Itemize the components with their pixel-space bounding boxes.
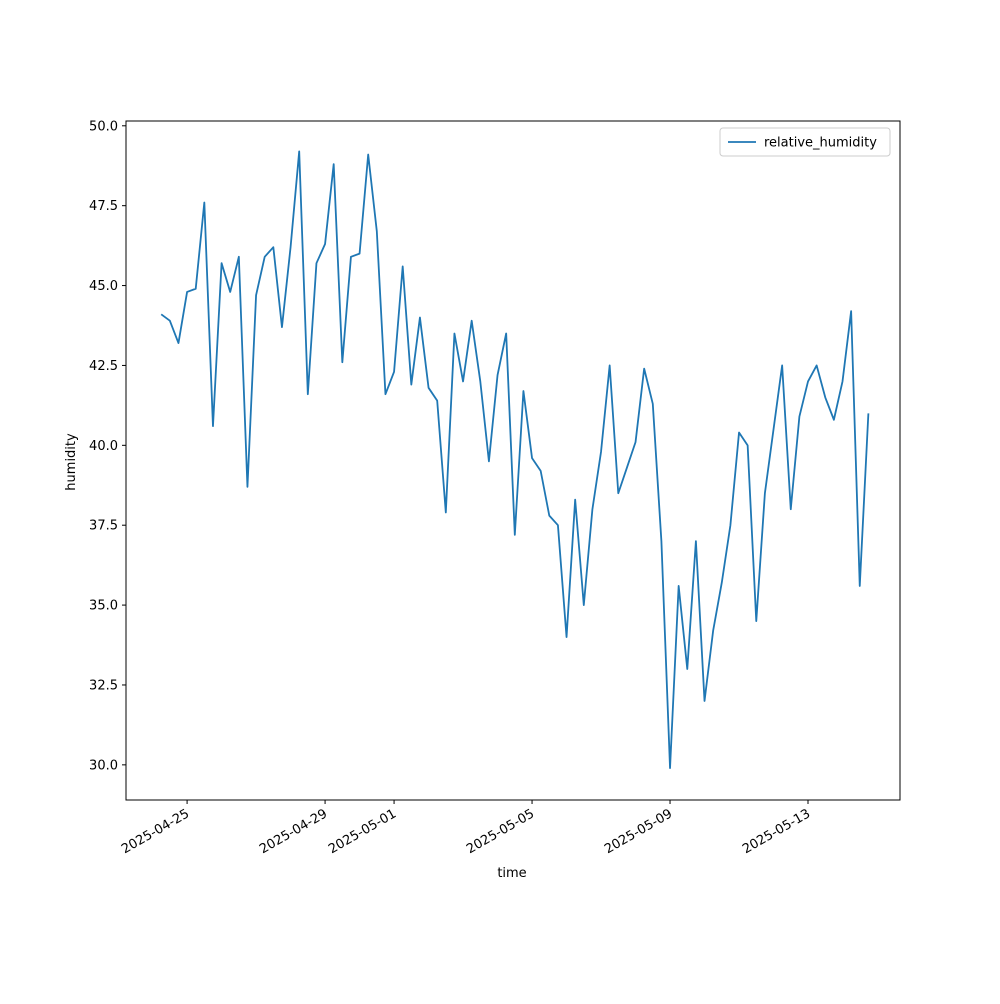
y-tick-label: 47.5	[89, 199, 118, 214]
x-axis-label: time	[497, 866, 526, 881]
y-tick-label: 50.0	[89, 119, 118, 134]
x-tick-label: 2025-05-09	[602, 806, 675, 857]
x-tick-label: 2025-05-05	[464, 806, 537, 857]
plot-frame	[125, 120, 901, 801]
data-line	[160, 150, 870, 769]
x-tick-label: 2025-04-29	[257, 806, 330, 857]
y-tick-label: 35.0	[89, 599, 118, 614]
legend-box	[719, 127, 891, 157]
legend-label: relative_humidity	[764, 136, 877, 151]
x-tick-label: 2025-04-25	[119, 806, 192, 857]
y-tick-label: 45.0	[89, 279, 118, 294]
y-tick-label: 37.5	[89, 519, 118, 534]
x-tick-label: 2025-05-13	[740, 806, 813, 857]
x-tick-label: 2025-05-01	[326, 806, 399, 857]
y-tick-label: 42.5	[89, 359, 118, 374]
y-tick-label: 40.0	[89, 439, 118, 454]
y-tick-label: 30.0	[89, 758, 118, 773]
y-axis-label: humidity	[64, 433, 79, 491]
y-tick-label: 32.5	[89, 678, 118, 693]
